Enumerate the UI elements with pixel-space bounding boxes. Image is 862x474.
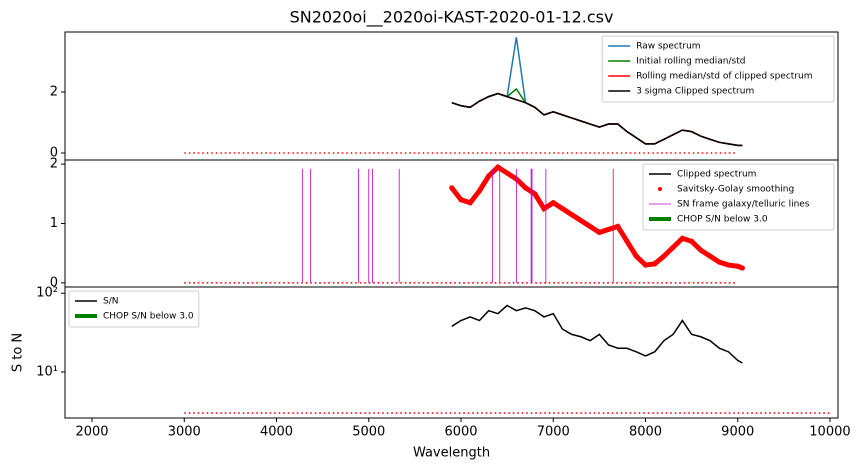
- legend-label: Raw spectrum: [636, 42, 700, 52]
- legend-label: CHOP S/N below 3.0: [677, 215, 768, 225]
- x-tick-label: 2000: [75, 425, 108, 440]
- chart-title: SN2020oi__2020oi-KAST-2020-01-12.csv: [290, 8, 614, 28]
- legend-label: 3 sigma Clipped spectrum: [636, 87, 754, 97]
- x-tick-label: 3000: [168, 425, 201, 440]
- plot-area: [184, 163, 745, 284]
- x-tick-label: 5000: [352, 425, 385, 440]
- plot-area: [184, 37, 743, 154]
- legend-label: Rolling median/std of clipped spectrum: [636, 72, 812, 82]
- plot-area: [184, 304, 830, 414]
- x-tick-label: 4000: [260, 425, 293, 440]
- legend-box: [601, 35, 835, 103]
- y-tick-label: 10²: [36, 286, 58, 301]
- y-tick-label: 0: [50, 275, 58, 290]
- legend-marker: [658, 187, 662, 191]
- y-tick-label: 10¹: [36, 364, 58, 379]
- legend-box: [68, 290, 200, 328]
- y-tick-label: 0: [50, 145, 58, 160]
- x-axis-label: Wavelength: [413, 446, 490, 461]
- legend-label: Initial rolling median/std: [636, 57, 745, 67]
- x-tick-label: 10000: [809, 425, 850, 440]
- y-tick-label: 1: [50, 216, 58, 231]
- smoothing-line: [449, 163, 744, 271]
- axes-frame: [64, 286, 839, 419]
- series-line: [451, 92, 743, 147]
- legend-label: CHOP S/N below 3.0: [103, 312, 194, 322]
- x-tick-label: 8000: [629, 425, 662, 440]
- legend-box: [642, 163, 835, 231]
- legend-label: S/N: [103, 297, 118, 307]
- legend-label: Savitsky-Golay smoothing: [677, 185, 794, 195]
- y-tick-label: 2: [50, 85, 58, 100]
- x-tick-label: 7000: [537, 425, 570, 440]
- y-axis-label: S to N: [11, 333, 26, 372]
- series-line: [451, 304, 743, 364]
- legend-label: Clipped spectrum: [677, 170, 756, 180]
- x-tick-label: 6000: [444, 425, 477, 440]
- y-tick-label: 2: [50, 157, 58, 172]
- legend-label: SN frame galaxy/telluric lines: [677, 200, 810, 210]
- x-tick-label: 9000: [721, 425, 754, 440]
